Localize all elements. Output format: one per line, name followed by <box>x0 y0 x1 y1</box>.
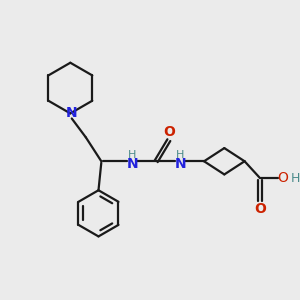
Text: O: O <box>254 202 266 216</box>
Text: O: O <box>163 125 175 139</box>
Text: O: O <box>278 171 289 185</box>
Text: H: H <box>176 150 184 160</box>
Text: H: H <box>128 150 136 160</box>
Text: N: N <box>66 106 78 120</box>
Text: N: N <box>127 157 138 170</box>
Text: H: H <box>291 172 300 184</box>
Text: N: N <box>174 157 186 170</box>
